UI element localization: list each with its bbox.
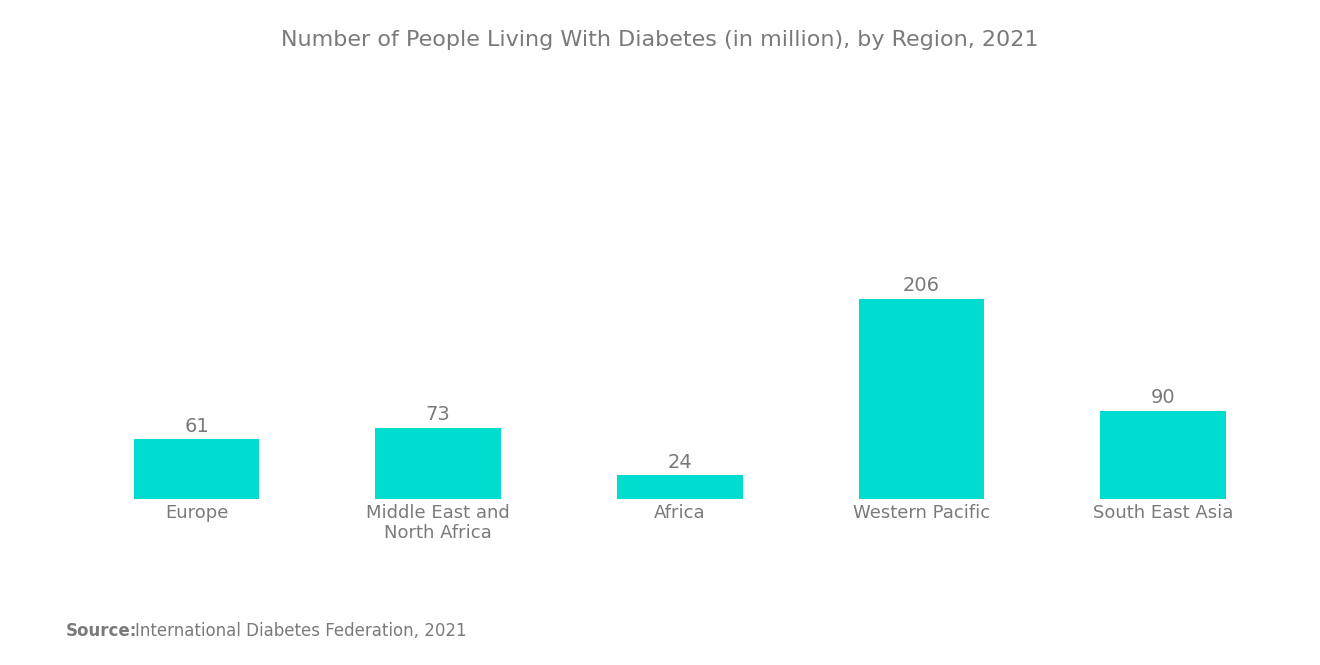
Bar bbox=[858, 299, 985, 499]
Text: 73: 73 bbox=[426, 405, 450, 424]
Text: Source:: Source: bbox=[66, 622, 137, 640]
Text: Number of People Living With Diabetes (in million), by Region, 2021: Number of People Living With Diabetes (i… bbox=[281, 30, 1039, 50]
Text: 61: 61 bbox=[185, 416, 209, 436]
Text: International Diabetes Federation, 2021: International Diabetes Federation, 2021 bbox=[135, 622, 466, 640]
Text: 24: 24 bbox=[668, 453, 692, 471]
Bar bbox=[1100, 411, 1226, 499]
Bar bbox=[375, 428, 502, 499]
Text: 90: 90 bbox=[1151, 388, 1175, 408]
Text: 206: 206 bbox=[903, 276, 940, 295]
Bar bbox=[133, 440, 260, 499]
Bar bbox=[616, 475, 743, 499]
